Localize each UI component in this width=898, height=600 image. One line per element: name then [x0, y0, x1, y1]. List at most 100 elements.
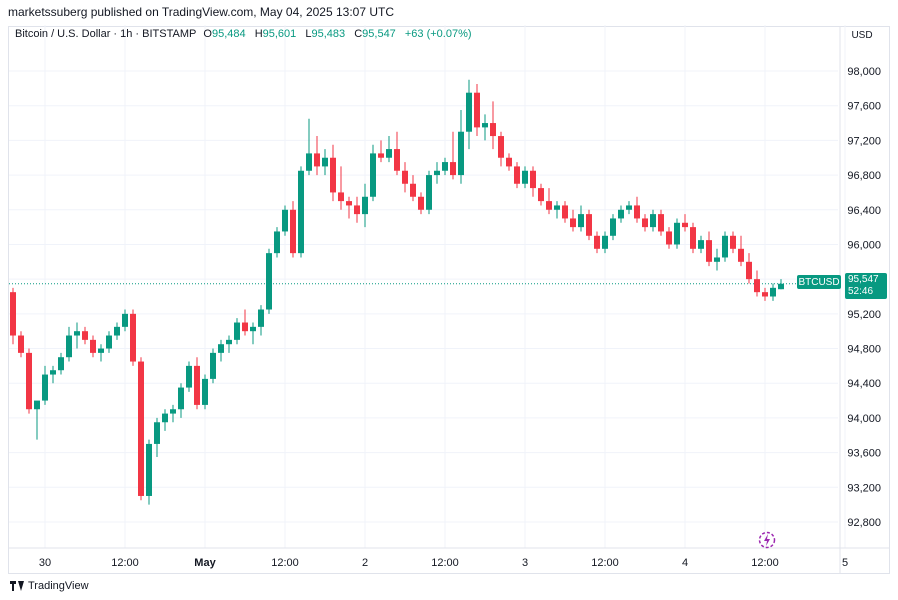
candle	[610, 214, 616, 241]
candle	[122, 309, 128, 332]
lightning-icon[interactable]	[757, 530, 777, 550]
candle-body	[250, 326, 256, 332]
y-tick-label: 96,000	[847, 239, 881, 251]
candle-body	[122, 313, 128, 327]
candle-body	[466, 92, 472, 132]
candle-body	[210, 352, 216, 379]
open-value: 95,484	[211, 28, 246, 40]
candle	[762, 287, 768, 301]
candle	[458, 110, 464, 184]
candle-body	[290, 209, 296, 254]
candle-body	[130, 313, 136, 362]
candle	[538, 183, 544, 206]
x-tick-label: 12:00	[591, 557, 619, 569]
candle-body	[362, 196, 368, 215]
symbol-description[interactable]: Bitcoin / U.S. Dollar · 1h · BITSTAMP	[15, 28, 197, 40]
candle	[330, 144, 336, 202]
candle	[738, 235, 744, 267]
candle	[714, 248, 720, 271]
candle-body	[402, 170, 408, 184]
candle	[370, 144, 376, 202]
x-tick-label: 12:00	[751, 557, 779, 569]
candle-body	[202, 378, 208, 405]
open-label: O	[203, 28, 212, 40]
candle-body	[282, 209, 288, 232]
candle	[546, 188, 552, 215]
candle	[698, 235, 704, 254]
candle	[482, 114, 488, 141]
y-tick-label: 95,200	[847, 309, 881, 321]
candle-body	[746, 261, 752, 280]
candle-body	[714, 257, 720, 262]
candle-body	[314, 153, 320, 167]
candle	[186, 361, 192, 392]
x-tick-label: 12:00	[431, 557, 459, 569]
candle	[378, 140, 384, 163]
candle	[178, 383, 184, 418]
candle	[226, 335, 232, 353]
candle-body	[586, 214, 592, 236]
candle-body	[26, 352, 32, 410]
candle	[778, 279, 784, 290]
publisher-line: marketssuberg published on TradingView.c…	[8, 5, 394, 19]
candle-body	[754, 279, 760, 293]
candle	[674, 218, 680, 249]
x-tick-label: 3	[522, 557, 528, 569]
candle-body	[642, 218, 648, 228]
candle	[514, 162, 520, 189]
candle-body	[322, 157, 328, 167]
candle-body	[498, 136, 504, 158]
candle-body	[186, 365, 192, 388]
candle	[130, 309, 136, 366]
candle	[258, 305, 264, 336]
candle	[338, 166, 344, 210]
candle	[554, 201, 560, 219]
candle	[570, 209, 576, 232]
candle	[506, 153, 512, 171]
currency-button[interactable]: USD	[851, 29, 873, 41]
candle-body	[514, 166, 520, 184]
candle	[410, 175, 416, 202]
candle-body	[298, 170, 304, 254]
footer-brand[interactable]: TradingView	[10, 580, 89, 592]
close-label: C	[354, 28, 363, 40]
candle	[74, 322, 80, 349]
candle-body	[442, 162, 448, 171]
candle-body	[34, 400, 40, 410]
candle-body	[114, 326, 120, 336]
candle	[66, 326, 72, 362]
candle	[722, 231, 728, 262]
y-tick-label: 98,000	[847, 66, 881, 78]
x-tick-label: 30	[39, 557, 51, 569]
candle	[642, 214, 648, 232]
candle	[250, 322, 256, 345]
candle	[634, 196, 640, 223]
candle-body	[274, 231, 280, 254]
candle-body	[258, 309, 264, 327]
candle	[10, 287, 16, 345]
y-tick-label: 96,800	[847, 170, 881, 182]
y-tick-label: 93,200	[847, 482, 881, 494]
candle	[266, 248, 272, 314]
candle-body	[242, 322, 248, 332]
candle	[290, 201, 296, 258]
candle-body	[450, 162, 456, 176]
candle	[26, 348, 32, 414]
candle	[42, 365, 48, 405]
candle	[402, 162, 408, 193]
x-tick-label: 2	[362, 557, 368, 569]
candle	[394, 131, 400, 176]
x-tick-label: 12:00	[271, 557, 299, 569]
candle	[362, 183, 368, 228]
candle	[138, 357, 144, 501]
x-tick-label: 4	[682, 557, 688, 569]
candle-body	[778, 283, 784, 290]
candle	[682, 214, 688, 232]
candle-body	[426, 175, 432, 210]
candle-body	[354, 205, 360, 215]
candle	[770, 283, 776, 301]
candle-body	[434, 170, 440, 176]
candle	[730, 231, 736, 254]
candle-body	[650, 214, 656, 228]
